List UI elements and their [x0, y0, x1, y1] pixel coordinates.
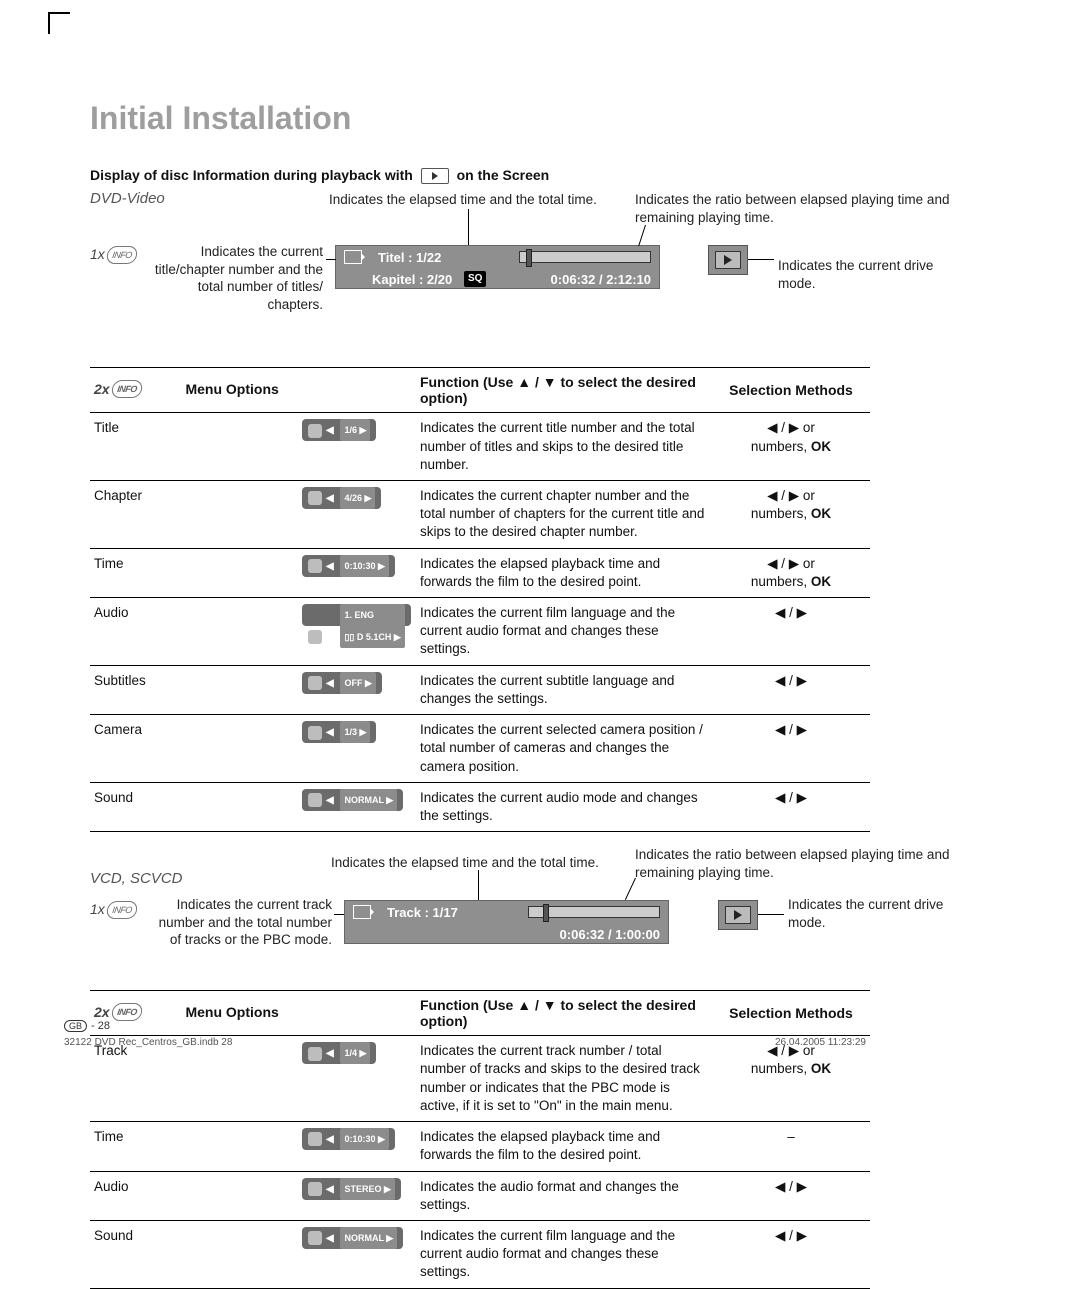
section-heading-post: on the Screen — [457, 167, 550, 183]
caption-elapsed: Indicates the elapsed time and the total… — [329, 191, 609, 209]
caption-drive-vcd: Indicates the current drive mode. — [788, 896, 978, 931]
vcd-options-table: 2xINFO Menu Options Function (Use ▲ / ▼ … — [90, 990, 870, 1288]
osd-track: Track : 1/17 — [387, 905, 458, 920]
info-1x: 1xINFO — [90, 245, 140, 264]
option-selection: ◀ / ▶ — [712, 715, 870, 783]
osd-bar-vcd: Track : 1/17 0:06:32 / 1:00:00 — [344, 900, 669, 944]
osd-sq: SQ — [464, 271, 486, 287]
option-selection: ◀ / ▶ ornumbers, OK — [712, 1036, 870, 1122]
osd-chapter: Kapitel : 2/20 — [372, 272, 452, 287]
osd-time-vcd: 0:06:32 / 1:00:00 — [560, 927, 660, 942]
table-row: Track◀ 1/4 ▶Indicates the current track … — [90, 1036, 870, 1122]
option-selection: ◀ / ▶ ornumbers, OK — [712, 480, 870, 548]
col-menu-options-vcd: Menu Options — [185, 1004, 278, 1020]
play-icon — [421, 168, 449, 184]
col-function: Function (Use ▲ / ▼ to select the desire… — [416, 368, 712, 413]
option-badge: ◀ 1/6 ▶ — [302, 419, 376, 441]
option-function: Indicates the elapsed playback time andf… — [416, 548, 712, 597]
option-function: Indicates the current audio mode and cha… — [416, 782, 712, 831]
page-title: Initial Installation — [90, 100, 870, 137]
table-row: Chapter◀ 4/26 ▶ Indicates the current cha… — [90, 480, 870, 548]
option-badge: ◀ NORMAL ▶ — [302, 1227, 403, 1249]
option-name: Time — [90, 548, 298, 597]
option-function: Indicates the audio format and changes t… — [416, 1171, 712, 1220]
option-badge: ◀ 4/26 ▶ — [302, 487, 381, 509]
table-row: Subtitles◀ OFF ▶ Indicates the current su… — [90, 665, 870, 714]
vcd-heading: VCD, SCVCD — [90, 870, 183, 887]
caption-current: Indicates the current title/chapter numb… — [148, 243, 323, 313]
option-function: Indicates the current chapter number and… — [416, 480, 712, 548]
table-row: Audio◀ 1. ENG▯▯ D 5.1CH ▶Indicates the c… — [90, 598, 870, 666]
drive-mode-icon — [708, 245, 748, 275]
option-selection: ◀ / ▶ — [712, 665, 870, 714]
crop-mark-icon — [48, 12, 70, 34]
option-name: Audio — [90, 1171, 298, 1220]
option-badge: ◀ STEREO ▶ — [302, 1178, 401, 1200]
option-name: Subtitles — [90, 665, 298, 714]
option-name: Title — [90, 413, 298, 481]
dvd-options-table: 2xINFO Menu Options Function (Use ▲ / ▼ … — [90, 367, 870, 832]
option-name: Camera — [90, 715, 298, 783]
option-function: Indicates the current track number / tot… — [416, 1036, 712, 1122]
option-name: Sound — [90, 1220, 298, 1288]
option-selection: ◀ / ▶ — [712, 598, 870, 666]
option-function: Indicates the current selected camera po… — [416, 715, 712, 783]
table-row: Camera◀ 1/3 ▶ Indicates the current selec… — [90, 715, 870, 783]
osd-bar: Titel : 1/22 Kapitel : 2/20 SQ 0:06:32 /… — [335, 245, 660, 289]
table-row: Title◀ 1/6 ▶ Indicates the current title … — [90, 413, 870, 481]
option-function: Indicates the current subtitle language … — [416, 665, 712, 714]
option-badge: ◀ 0:10:30 ▶ — [302, 555, 395, 577]
caption-current-vcd: Indicates the current track number and t… — [146, 896, 332, 949]
osd-title: Titel : 1/22 — [378, 250, 441, 265]
table-row: Audio◀ STEREO ▶ Indicates the audio forma… — [90, 1171, 870, 1220]
option-selection: ◀ / ▶ ornumbers, OK — [712, 413, 870, 481]
option-function: Indicates the elapsed playback time and … — [416, 1122, 712, 1171]
option-function: Indicates the current film language and … — [416, 598, 712, 666]
option-badge: ◀ 1. ENG▯▯ D 5.1CH ▶ — [302, 604, 411, 626]
section-heading-pre: Display of disc Information during playb… — [90, 167, 413, 183]
table-row: Sound◀ NORMAL ▶ Indicates the current aud… — [90, 782, 870, 831]
vcd-callouts: VCD, SCVCD Indicates the elapsed time an… — [90, 854, 870, 984]
table-row: Time◀ 0:10:30 ▶ Indicates the elapsed pla… — [90, 1122, 870, 1171]
option-selection: ◀ / ▶ ornumbers, OK — [712, 548, 870, 597]
option-badge: ◀ NORMAL ▶ — [302, 789, 403, 811]
drive-mode-icon-vcd — [718, 900, 758, 930]
osd-time: 0:06:32 / 2:12:10 — [551, 272, 651, 287]
option-name: Chapter — [90, 480, 298, 548]
option-function: Indicates the current title number and t… — [416, 413, 712, 481]
option-selection: ◀ / ▶ — [712, 782, 870, 831]
option-name: Sound — [90, 782, 298, 831]
info-2x: 2xINFO — [94, 381, 142, 399]
page-footer: GB- 28 — [64, 1020, 866, 1032]
option-selection: – — [712, 1122, 870, 1171]
table-row: Sound◀ NORMAL ▶ Indicates the current fil… — [90, 1220, 870, 1288]
caption-ratio-vcd: Indicates the ratio between elapsed play… — [635, 846, 965, 881]
print-footer: 32122 DVD Rec_Centros_GB.indb 28 26.04.2… — [64, 1037, 866, 1048]
option-function: Indicates the current film language and … — [416, 1220, 712, 1288]
option-name: Track — [90, 1036, 298, 1122]
caption-drive: Indicates the current drive mode. — [778, 257, 968, 292]
option-name: Audio — [90, 598, 298, 666]
option-badge: ◀ 1/3 ▶ — [302, 721, 376, 743]
option-selection: ◀ / ▶ — [712, 1171, 870, 1220]
col-menu-options: Menu Options — [185, 381, 278, 397]
caption-ratio: Indicates the ratio between elapsed play… — [635, 191, 965, 226]
dvd-callouts: Indicates the elapsed time and the total… — [90, 211, 870, 361]
caption-elapsed-vcd: Indicates the elapsed time and the total… — [331, 854, 611, 872]
option-selection: ◀ / ▶ — [712, 1220, 870, 1288]
section-heading: Display of disc Information during playb… — [90, 167, 870, 184]
table-row: Time◀ 0:10:30 ▶ Indicates the elapsed pla… — [90, 548, 870, 597]
option-name: Time — [90, 1122, 298, 1171]
col-selection: Selection Methods — [712, 368, 870, 413]
option-badge: ◀ 0:10:30 ▶ — [302, 1128, 395, 1150]
info-1x-vcd: 1xINFO — [90, 900, 140, 919]
option-badge: ◀ OFF ▶ — [302, 672, 382, 694]
